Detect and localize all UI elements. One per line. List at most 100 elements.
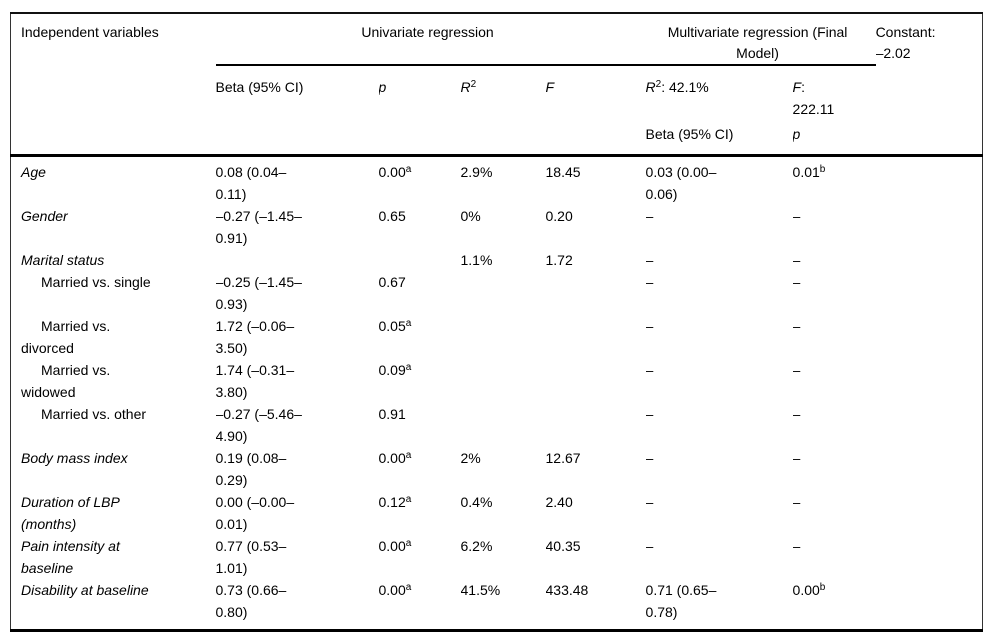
cell-uni-beta: –0.27 (–5.46– 4.90): [216, 403, 379, 447]
cell-multi-p: –: [793, 491, 876, 535]
col-header-independent-variables: Independent variables: [11, 13, 216, 65]
cell-constant: [876, 315, 983, 359]
table-row: Duration of LBP (months) 0.00 (–0.00– 0.0…: [11, 491, 983, 535]
cell-text: –: [645, 406, 654, 422]
cell-variable-label: Married vs. divorced: [11, 315, 216, 359]
table-body: Age 0.08 (0.04– 0.11) 0.00a 2.9% 18.45 0.03 (…: [11, 156, 983, 631]
footnote-marker: a: [405, 494, 412, 505]
cell-text: –: [792, 362, 801, 378]
cell-variable-label: Pain intensity at baseline: [11, 535, 216, 579]
spanner-row: Independent variables Univariate regress…: [11, 13, 983, 66]
cell-uni-r2: [461, 359, 546, 403]
cell-uni-r2: 41.5%: [461, 579, 546, 631]
header-text: Multivariate regression (Final Model): [667, 24, 848, 61]
cell-uni-p: 0.05a: [379, 315, 461, 359]
cell-variable-label: Body mass index: [11, 447, 216, 491]
stat-multi-r2: R2: 42.1%: [646, 65, 793, 120]
cell-text: 0.05: [378, 318, 406, 334]
cell-multi-p: –: [793, 249, 876, 271]
cell-uni-f: 2.40: [546, 491, 646, 535]
spacer-cell: [11, 65, 216, 120]
cell-text: 0.09: [378, 362, 406, 378]
cell-multi-p: 0.00b: [793, 579, 876, 631]
header-text: F: [792, 79, 802, 95]
footnote-marker: b: [819, 164, 826, 175]
cell-uni-p: 0.09a: [379, 359, 461, 403]
cell-text: Pain intensity at baseline: [21, 538, 120, 576]
cell-text: Married vs. widowed: [21, 362, 111, 400]
stat-value: : 42.1%: [661, 79, 709, 95]
cell-uni-r2: [461, 403, 546, 447]
cell-uni-f: [546, 271, 646, 315]
cell-text: –: [792, 318, 801, 334]
cell-text: 0.19 (0.08– 0.29): [215, 450, 287, 488]
cell-uni-r2: 2.9%: [461, 156, 546, 206]
cell-uni-beta: –0.25 (–1.45– 0.93): [216, 271, 379, 315]
cell-variable-label: Duration of LBP (months): [11, 491, 216, 535]
cell-text: 1.74 (–0.31– 3.80): [215, 362, 295, 400]
cell-constant: [876, 156, 983, 206]
cell-multi-p: –: [793, 271, 876, 315]
cell-uni-r2: 0.4%: [461, 491, 546, 535]
cell-uni-p: 0.12a: [379, 491, 461, 535]
cell-multi-beta: –: [646, 359, 793, 403]
cell-variable-label: Gender: [11, 205, 216, 249]
cell-text: Age: [21, 164, 46, 180]
cell-text: 0.65: [378, 208, 406, 224]
cell-constant: [876, 403, 983, 447]
cell-text: Body mass index: [21, 450, 128, 466]
col-header-constant: Constant: –2.02: [876, 13, 983, 65]
col-header-uni-f: F: [546, 65, 646, 120]
cell-text: 1.1%: [460, 252, 493, 268]
footnote-marker: a: [405, 450, 412, 461]
cell-constant: [876, 535, 983, 579]
cell-multi-beta: 0.71 (0.65– 0.78): [646, 579, 793, 631]
cell-uni-r2: 2%: [461, 447, 546, 491]
cell-text: –0.25 (–1.45– 0.93): [215, 274, 302, 312]
col-header-uni-p: p: [379, 65, 461, 120]
cell-uni-p: 0.00a: [379, 579, 461, 631]
cell-constant: [876, 359, 983, 403]
cell-text: –: [645, 318, 654, 334]
header-text: p: [792, 126, 801, 142]
cell-variable-label: Disability at baseline: [11, 579, 216, 631]
cell-uni-beta: 0.19 (0.08– 0.29): [216, 447, 379, 491]
superscript-2: 2: [655, 79, 662, 90]
cell-text: 0.01: [792, 164, 820, 180]
cell-constant: [876, 579, 983, 631]
cell-text: 12.67: [545, 450, 581, 466]
spacer-cell: [545, 120, 646, 157]
cell-text: –: [645, 252, 654, 268]
cell-text: Disability at baseline: [21, 582, 149, 598]
col-group-univariate: Univariate regression: [215, 13, 646, 66]
cell-constant: [876, 491, 983, 535]
cell-text: 2.40: [545, 494, 573, 510]
cell-text: Married vs. single: [41, 274, 151, 290]
cell-text: –: [645, 538, 654, 554]
cell-text: –0.27 (–1.45– 0.91): [215, 208, 302, 246]
cell-uni-beta: 1.72 (–0.06– 3.50): [216, 315, 379, 359]
cell-uni-r2: 6.2%: [461, 535, 546, 579]
cell-multi-beta: 0.03 (0.00– 0.06): [646, 156, 793, 206]
cell-text: 0.03 (0.00– 0.06): [645, 164, 717, 202]
table-row: Disability at baseline 0.73 (0.66– 0.80) 0…: [11, 579, 983, 631]
header-text: Beta (95% CI): [215, 79, 304, 95]
spacer-cell: [378, 120, 461, 157]
footnote-marker: a: [405, 164, 412, 175]
cell-text: 0.67: [378, 274, 406, 290]
cell-text: –: [792, 406, 801, 422]
cell-uni-beta: 0.08 (0.04– 0.11): [216, 156, 379, 206]
cell-text: –0.27 (–5.46– 4.90): [215, 406, 302, 444]
table-header: Independent variables Univariate regress…: [10, 13, 983, 157]
header-text: Univariate regression: [361, 24, 494, 40]
cell-constant: [876, 271, 983, 315]
cell-text: –: [645, 274, 654, 290]
cell-multi-p: –: [793, 535, 876, 579]
cell-text: Married vs. divorced: [21, 318, 111, 356]
cell-text: Duration of LBP (months): [21, 494, 120, 532]
cell-uni-f: 18.45: [546, 156, 646, 206]
table-row: Gender –0.27 (–1.45– 0.91) 0.65 0% 0.20 – –: [11, 205, 983, 249]
cell-variable-label: Marital status: [11, 249, 216, 271]
cell-text: 0.00 (–0.00– 0.01): [215, 494, 295, 532]
